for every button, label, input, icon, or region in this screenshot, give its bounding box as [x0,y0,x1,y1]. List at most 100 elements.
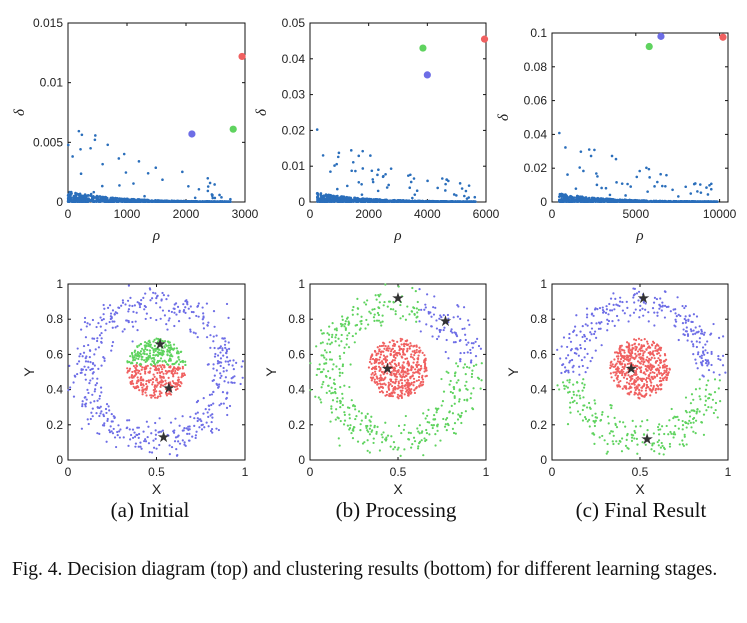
data-point [360,183,363,186]
data-point [382,200,385,203]
data-point [117,424,120,427]
data-point [373,373,376,377]
data-point [80,369,83,372]
data-point [153,384,157,387]
data-point [166,328,169,331]
data-point [368,427,371,430]
data-point [413,388,416,392]
data-point [192,331,195,334]
data-point [400,343,403,346]
data-point [95,382,99,385]
data-point [460,200,463,203]
data-point [447,200,451,203]
data-point [328,350,332,354]
data-point [124,199,128,203]
data-point [128,428,131,431]
data-point [99,196,103,199]
data-point [335,327,338,330]
data-point [145,312,148,315]
data-point [129,296,132,299]
data-point [135,361,139,365]
data-point [161,291,164,295]
data-point [136,385,139,388]
y-axis-label: δ [254,108,270,116]
y-tick-label: 0 [298,195,305,209]
data-point [99,325,102,328]
data-point [377,168,380,172]
data-point [566,173,569,176]
data-point [351,334,354,338]
data-point [442,417,445,421]
data-point [456,365,460,368]
y-tick-label: 0.02 [524,161,548,175]
data-point [622,421,625,424]
data-point [413,344,416,347]
data-point [557,195,561,198]
data-point [141,390,144,393]
data-point [85,398,88,401]
data-point [88,356,91,359]
data-point [91,337,94,340]
data-point [627,320,630,323]
data-point [444,200,447,203]
data-point [84,402,88,405]
data-point [443,425,447,428]
data-point [387,345,390,348]
data-point [375,352,378,355]
data-point [94,134,97,137]
data-point [106,419,109,422]
data-point [174,369,177,373]
data-point [316,192,320,195]
data-point [155,447,158,450]
data-point [644,308,647,311]
data-point [604,186,608,190]
data-point [371,180,375,184]
data-point [139,379,142,382]
data-point [147,442,151,445]
data-point [151,383,154,386]
data-point [208,404,211,407]
data-point [364,303,368,306]
data-point [91,199,95,203]
data-point [100,391,103,394]
data-point [87,197,90,200]
data-point [143,368,146,371]
data-point [370,415,373,418]
data-point [157,382,160,385]
data-point [387,183,390,187]
data-point [213,374,216,377]
y-tick-label: 0 [56,195,63,209]
data-point [116,312,119,315]
data-point [197,302,200,305]
data-point [148,352,152,355]
data-point [593,330,597,333]
data-point [393,391,396,394]
data-point [137,378,140,382]
data-point [459,351,462,355]
data-point [336,400,339,403]
data-point [360,419,363,422]
data-point [367,323,370,326]
data-point [335,162,339,166]
data-point [439,439,442,442]
data-point [337,417,340,420]
data-point [212,363,215,366]
data-point [346,200,350,203]
data-point [647,167,651,171]
y-tick-label: 0.4 [46,383,63,397]
data-point [457,413,460,416]
data-point [417,375,421,379]
data-point [671,188,674,192]
data-point [197,315,200,318]
data-point [195,430,198,433]
data-point [154,421,157,425]
y-tick-label: 1 [540,277,547,291]
data-point [188,317,191,320]
data-point [374,350,377,353]
data-point [226,413,229,417]
data-point [140,368,143,371]
data-point [365,426,368,429]
data-point [96,432,99,435]
data-point [392,339,395,343]
data-point [326,342,329,345]
